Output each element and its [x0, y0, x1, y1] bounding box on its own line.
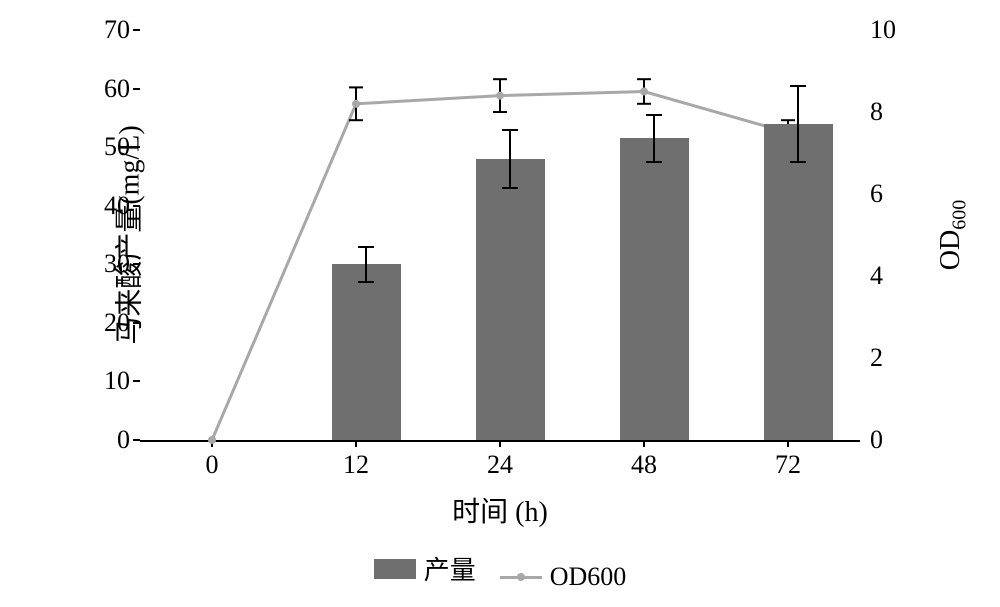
x-tick-label: 48 [631, 450, 657, 480]
bar-error-bar [509, 130, 511, 189]
y1-tick-label: 40 [70, 191, 130, 221]
y1-tick-label: 70 [70, 15, 130, 45]
y1-tick-mark [133, 205, 140, 207]
y1-tick-mark [133, 322, 140, 324]
y1-tick-mark [133, 146, 140, 148]
y1-tick-mark [133, 439, 140, 441]
y2-tick-label: 8 [870, 97, 930, 127]
bar [476, 159, 545, 440]
y1-tick-label: 0 [70, 425, 130, 455]
y2-tick-label: 2 [870, 343, 930, 373]
bar-error-cap [790, 161, 806, 163]
y1-tick-label: 50 [70, 132, 130, 162]
plot-area [140, 30, 860, 442]
bar-error-cap [358, 281, 374, 283]
y1-tick-label: 10 [70, 366, 130, 396]
y2-axis-title-main: OD [934, 230, 965, 270]
y1-tick-mark [133, 263, 140, 265]
bar [620, 138, 689, 440]
bar-error-bar [797, 86, 799, 162]
y2-axis-title: OD600 [934, 200, 971, 270]
bar-error-cap [646, 114, 662, 116]
line-marker [208, 436, 216, 444]
legend-label: OD600 [550, 562, 627, 592]
y2-tick-label: 10 [870, 15, 930, 45]
y1-tick-mark [133, 380, 140, 382]
y2-tick-label: 4 [870, 261, 930, 291]
legend-item: OD600 [500, 562, 627, 592]
y2-tick-label: 6 [870, 179, 930, 209]
bar-error-bar [365, 247, 367, 282]
y1-tick-label: 60 [70, 74, 130, 104]
line-marker [496, 92, 504, 100]
bar-error-cap [502, 187, 518, 189]
bar-error-cap [646, 161, 662, 163]
x-tick-label: 24 [487, 450, 513, 480]
bar-error-cap [790, 85, 806, 87]
y1-tick-label: 30 [70, 249, 130, 279]
bar [764, 124, 833, 440]
legend-label: 产量 [424, 550, 476, 587]
y1-tick-mark [133, 88, 140, 90]
y1-tick-label: 20 [70, 308, 130, 338]
legend-swatch-line [500, 567, 542, 587]
bar-error-cap [358, 246, 374, 248]
x-tick-label: 12 [343, 450, 369, 480]
bar [332, 264, 401, 440]
bar-error-cap [502, 129, 518, 131]
legend-swatch-bar [374, 559, 416, 579]
legend: 产量 OD600 [140, 550, 860, 592]
y2-axis-title-sub: 600 [948, 200, 970, 230]
bar-error-bar [653, 115, 655, 162]
line-marker [640, 88, 648, 96]
legend-item: 产量 [374, 550, 476, 587]
x-axis-title: 时间 (h) [140, 490, 860, 530]
x-tick-label: 0 [206, 450, 219, 480]
chart-container: 马来酸产量(mg/L) OD600 时间 (h) 010203040506070… [0, 0, 1000, 607]
y2-tick-label: 0 [870, 425, 930, 455]
y1-tick-mark [133, 29, 140, 31]
x-tick-label: 72 [775, 450, 801, 480]
line-marker [352, 100, 360, 108]
